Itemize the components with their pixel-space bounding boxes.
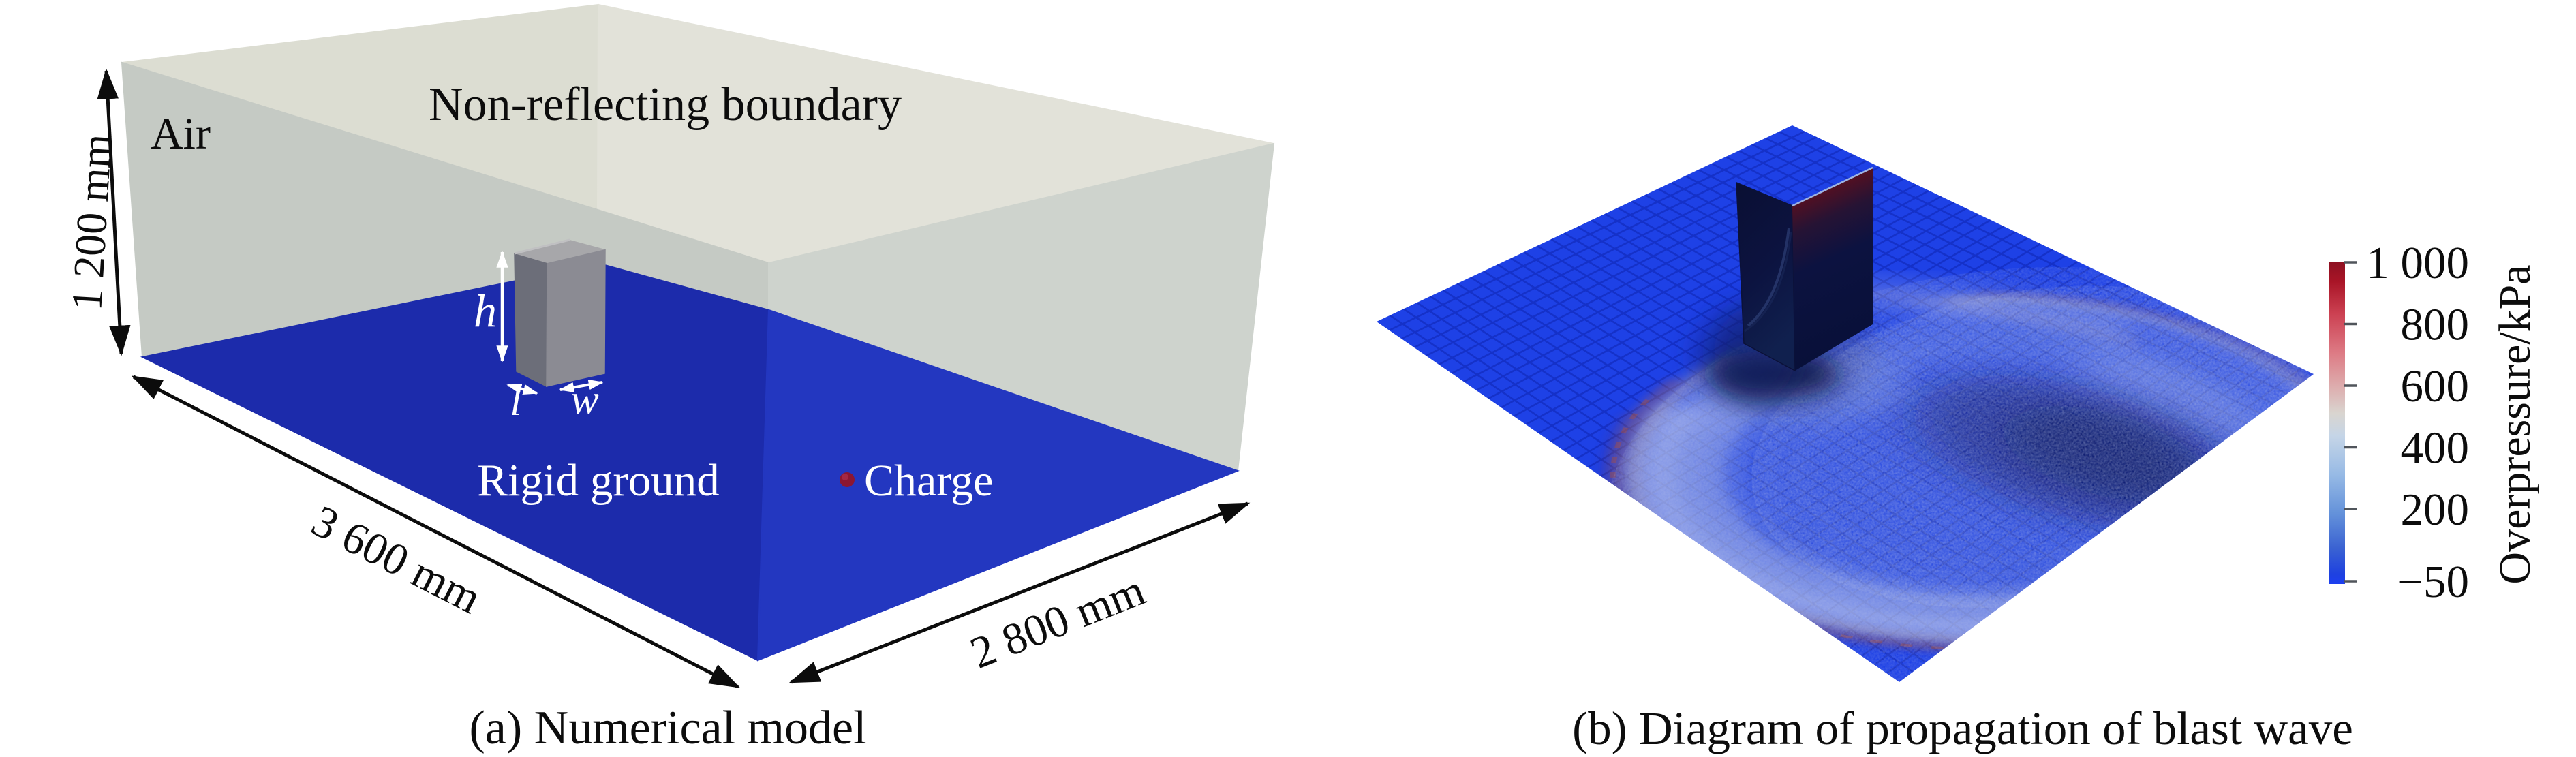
svg-text:w: w xyxy=(570,377,598,423)
svg-text:1 000: 1 000 xyxy=(2366,238,2469,288)
svg-text:(a) Numerical model: (a) Numerical model xyxy=(469,702,866,754)
svg-text:800: 800 xyxy=(2401,300,2470,350)
svg-text:600: 600 xyxy=(2401,361,2470,412)
svg-text:h: h xyxy=(474,285,497,337)
svg-text:l: l xyxy=(510,378,521,424)
svg-text:400: 400 xyxy=(2401,423,2470,474)
svg-text:(b) Diagram of propagation of: (b) Diagram of propagation of blast wave xyxy=(1572,702,2353,754)
svg-text:2 800 mm: 2 800 mm xyxy=(964,565,1152,678)
svg-text:Air: Air xyxy=(151,109,211,159)
svg-text:Overpressure/kPa: Overpressure/kPa xyxy=(2490,264,2540,584)
svg-text:Charge: Charge xyxy=(864,456,993,506)
svg-text:200: 200 xyxy=(2401,484,2470,535)
svg-text:Non-reflecting boundary: Non-reflecting boundary xyxy=(429,78,902,131)
svg-text:−50: −50 xyxy=(2397,557,2469,607)
svg-text:1 200 mm: 1 200 mm xyxy=(62,132,121,311)
svg-text:Rigid ground: Rigid ground xyxy=(477,455,719,506)
svg-text:3 600 mm: 3 600 mm xyxy=(304,496,489,623)
